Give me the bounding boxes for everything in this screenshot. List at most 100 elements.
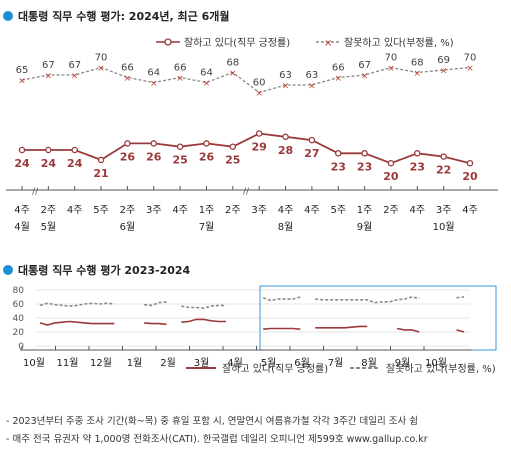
- negative-data-label: 70: [464, 53, 477, 64]
- chart2-series-segment-negative: [39, 302, 115, 307]
- negative-data-label: 70: [95, 53, 108, 64]
- negative-point: ×: [45, 72, 53, 82]
- negative-data-label: 66: [121, 63, 134, 74]
- chart1-x-label: 4주: [410, 205, 426, 216]
- negative-point: ×: [150, 79, 158, 89]
- chart1-x-label: 5주: [330, 205, 346, 216]
- positive-point: [255, 130, 263, 137]
- chart2-x-label: 11월: [57, 357, 79, 369]
- series-line-negative: [21, 66, 471, 94]
- negative-point: ×: [334, 74, 342, 84]
- positive-point: [334, 150, 342, 157]
- negative-data-label: 66: [332, 63, 345, 74]
- legend-negative-label: 잘못하고 있다(부정률, %): [344, 36, 454, 49]
- chart2-x-label: 10월: [425, 357, 447, 369]
- positive-data-label: 24: [67, 157, 83, 170]
- chart2-series-segment-positive: [315, 325, 368, 329]
- chart1-x-label: 2주: [120, 205, 136, 216]
- chart2-x-label: 7월: [328, 357, 344, 369]
- legend-positive-marker: [164, 38, 172, 46]
- chart2-y-label: 0: [18, 342, 24, 352]
- chart1-x-label: 10월: [433, 221, 455, 233]
- positive-data-label: 23: [331, 160, 346, 173]
- chart2-series-segment-negative: [144, 301, 167, 307]
- chart2-series-segment-negative: [456, 296, 465, 299]
- chart1-x-label: 6월: [120, 221, 136, 233]
- positive-point: [203, 140, 210, 147]
- negative-data-label: 67: [68, 60, 81, 71]
- positive-data-label: 24: [14, 157, 30, 170]
- negative-point: ×: [203, 79, 211, 89]
- chart1-x-label: 3주: [146, 205, 162, 216]
- positive-data-label: 27: [304, 147, 319, 160]
- chart2-plot: 80 60 40 20 0 10월 11월 12월 1월 2월 3월 4월 5월 6월 7월 8월 9월 10월: [13, 285, 497, 369]
- chart2-x-label: 8월: [361, 357, 377, 369]
- negative-data-label: 63: [306, 70, 319, 81]
- series-line-positive: [22, 132, 471, 165]
- negative-point: ×: [124, 74, 132, 84]
- positive-data-label: 22: [436, 164, 451, 177]
- chart2-series-segment-negative: [262, 296, 301, 302]
- positive-point: [387, 159, 395, 167]
- chart1-x-label: 4주: [278, 205, 294, 216]
- positive-data-label: 26: [120, 150, 136, 163]
- chart1-x-label: 4주: [172, 205, 188, 216]
- positive-point: [71, 146, 78, 154]
- negative-point: ×: [71, 72, 79, 82]
- chart1-x-label: 2주: [41, 205, 57, 216]
- positive-data-label: 20: [383, 170, 399, 183]
- negative-data-label: 64: [147, 68, 160, 79]
- chart1-x-label: 5월: [41, 221, 57, 233]
- chart1-x-label: 9월: [357, 221, 373, 233]
- negative-point: ×: [97, 64, 105, 74]
- positive-point: [308, 136, 316, 144]
- negative-data-label: 65: [16, 65, 29, 76]
- positive-point: [440, 153, 447, 160]
- chart1-x-label: 2주: [225, 205, 241, 216]
- chart2-x-label: 6월: [294, 357, 310, 369]
- chart2-y-label: 40: [13, 314, 25, 324]
- chart2-x-label: 4월: [227, 357, 243, 369]
- positive-point: [361, 150, 368, 157]
- positive-data-label: 25: [225, 154, 240, 167]
- negative-point: ×: [466, 64, 474, 74]
- chart2-series-segment-positive: [39, 320, 115, 326]
- negative-point: ×: [176, 74, 184, 84]
- footnote-2: - 매주 전국 유권자 약 1,000명 전화조사(CATI). 한국갤럽 데일…: [6, 433, 428, 445]
- chart2-x-label: 3월: [194, 357, 210, 369]
- negative-point: ×: [308, 82, 316, 92]
- chart2-x-label: 5월: [261, 357, 277, 369]
- chart1-x-label: 8월: [278, 221, 294, 233]
- negative-data-label: 69: [437, 55, 450, 66]
- negative-data-label: 60: [253, 78, 266, 89]
- chart2-series-segment-positive: [456, 329, 465, 333]
- positive-point: [97, 156, 105, 164]
- chart1-x-label: 4주: [67, 205, 83, 216]
- positive-data-label: 24: [41, 157, 57, 170]
- negative-data-label: 70: [385, 53, 398, 64]
- footnote-1: - 2023년부터 주중 조사 기간(화~목) 중 휴일 포함 시, 연말연시 …: [6, 415, 418, 427]
- chart2-x-label: 1월: [127, 357, 143, 369]
- negative-data-label: 63: [279, 70, 292, 81]
- positive-data-label: 20: [462, 170, 478, 183]
- chart2-series-segment-negative: [315, 296, 420, 304]
- chart1-x-label: 7월: [199, 221, 215, 233]
- positive-point: [414, 150, 421, 157]
- chart2-x-label: 2월: [160, 357, 176, 369]
- chart1-x-label: 4월: [14, 221, 30, 233]
- legend2-negative-label: 잘못하고 있다(부정률, %): [386, 362, 496, 375]
- chart2-y-label: 60: [13, 300, 25, 310]
- negative-point: ×: [414, 69, 422, 79]
- title-bullet-icon: [3, 11, 13, 21]
- chart1-title: 대통령 직무 수행 평가: 2024년, 최근 6개월: [18, 9, 230, 23]
- chart1-x-label: 1주: [199, 205, 215, 216]
- chart1-x-label: 3주: [436, 205, 452, 216]
- chart2-y-label: 80: [13, 286, 25, 296]
- positive-data-label: 26: [199, 150, 215, 163]
- chart1-x-label: 4주: [304, 205, 320, 216]
- negative-point: ×: [361, 72, 369, 82]
- chart2-series-segment-positive: [181, 318, 226, 323]
- negative-data-label: 64: [200, 68, 213, 79]
